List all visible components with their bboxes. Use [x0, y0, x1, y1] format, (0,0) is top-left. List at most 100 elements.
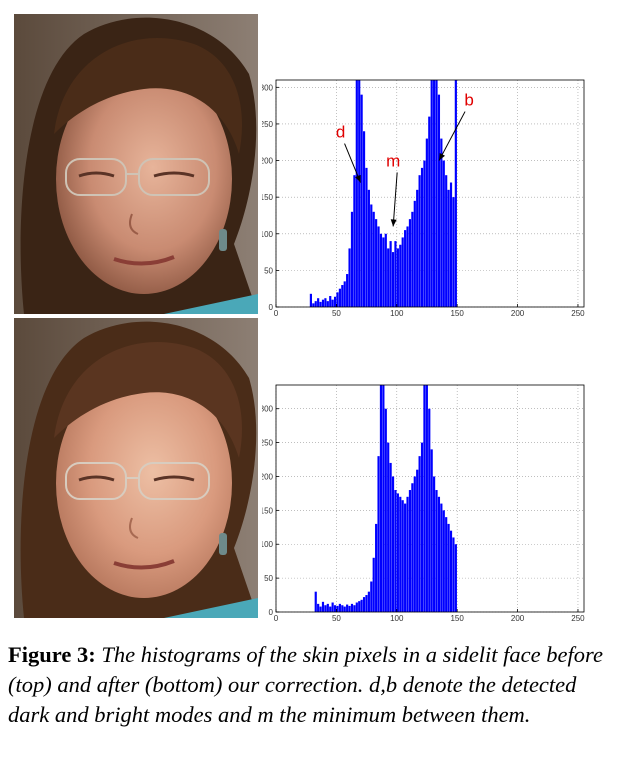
histogram-bar — [420, 167, 424, 307]
face-photo-after — [14, 318, 258, 618]
histogram-bar — [408, 219, 412, 307]
histogram-bar — [433, 80, 436, 307]
histogram-bar — [360, 599, 363, 612]
histogram-bar — [348, 248, 351, 307]
x-tick-label: 250 — [571, 614, 585, 621]
y-tick-label: 150 — [262, 506, 274, 515]
histogram-bar — [379, 385, 383, 612]
annotation-b: b — [464, 91, 473, 110]
histogram-bar — [423, 385, 426, 612]
histogram-bar — [367, 189, 370, 307]
histogram-bar — [406, 496, 409, 612]
histogram-bar — [389, 241, 392, 307]
x-tick-label: 0 — [274, 309, 279, 316]
histogram-bar — [389, 462, 392, 612]
histogram-bar — [454, 544, 457, 612]
histogram-bar — [433, 476, 436, 612]
histogram-bar — [449, 182, 453, 307]
y-tick-label: 100 — [262, 540, 274, 549]
figure-caption: Figure 3: The histograms of the skin pix… — [8, 640, 612, 730]
histogram-bar — [413, 476, 416, 612]
histogram-bar — [312, 303, 315, 307]
histogram-bar — [435, 80, 438, 307]
histogram-bar — [324, 298, 327, 307]
y-tick-label: 250 — [262, 120, 274, 129]
axes: 0 50 100 150 200 250 0 50 100 150 200 250 300 — [262, 384, 585, 621]
histogram-bar — [324, 605, 327, 612]
histogram-bar — [377, 456, 380, 612]
x-tick-label: 100 — [390, 309, 404, 316]
histogram-bar — [326, 301, 329, 307]
histogram-bar — [331, 602, 334, 612]
histogram-bar — [399, 244, 402, 307]
y-tick-label: 0 — [269, 303, 274, 312]
histogram-bar — [382, 385, 385, 612]
histogram-bar — [379, 233, 383, 307]
histogram-bar — [336, 292, 339, 307]
histogram-bar — [346, 604, 349, 612]
histogram-bar — [452, 537, 455, 612]
histogram-bar — [343, 281, 346, 307]
x-tick-label: 100 — [390, 614, 404, 621]
histogram-bar — [384, 233, 387, 307]
histogram-bar — [435, 490, 438, 612]
histogram-bar — [401, 500, 404, 612]
axes-frame — [275, 79, 585, 308]
figure-label: Figure 3: — [8, 642, 96, 667]
histogram-bar — [382, 237, 385, 307]
histogram-bar — [350, 603, 354, 612]
histogram-bar — [362, 597, 366, 612]
histogram-bar — [416, 189, 419, 307]
histogram-bar — [317, 298, 320, 307]
histogram-bar — [445, 175, 448, 307]
histogram-bar — [367, 591, 370, 612]
histogram-bar — [452, 197, 455, 307]
axes: 0 50 100 150 200 250 0 50 100 150 200 250 300 — [262, 79, 585, 316]
histogram-before: 0 50 100 150 200 250 0 50 100 150 200 250 300 d m b — [262, 79, 585, 316]
histogram-bar — [454, 80, 457, 307]
histogram-bar — [404, 503, 407, 612]
axes-frame — [275, 384, 585, 613]
y-tick-label: 0 — [269, 608, 274, 617]
face-photo-before — [14, 14, 258, 314]
histogram-bar — [423, 160, 426, 307]
y-tick-label: 200 — [262, 472, 274, 481]
histogram-bar — [404, 230, 407, 307]
histogram-bar — [387, 248, 390, 307]
histogram-bar — [442, 160, 445, 307]
histogram-bar — [425, 138, 428, 307]
histogram-bar — [341, 605, 344, 612]
histogram-bar — [336, 605, 339, 612]
mode-annotations: d m b — [336, 91, 474, 227]
histogram-bar — [425, 385, 428, 612]
histogram-bar — [375, 219, 378, 307]
x-tick-label: 50 — [332, 614, 341, 621]
y-tick-label: 150 — [262, 193, 274, 202]
arrow-head — [439, 152, 445, 161]
histogram-bar — [329, 296, 332, 307]
histogram-bar — [447, 523, 450, 612]
histogram-bar — [350, 211, 354, 307]
histogram-bar — [449, 530, 453, 612]
histogram-bar — [445, 517, 448, 612]
histogram-bar — [319, 301, 322, 307]
histogram-bar — [333, 296, 337, 307]
histogram-bar — [353, 605, 356, 612]
histogram-bar — [411, 483, 414, 612]
annotation-arrow — [438, 111, 466, 161]
histogram-bar — [430, 449, 433, 612]
histogram-bar — [372, 211, 375, 307]
histogram-bar — [314, 301, 317, 307]
histogram-bar — [442, 510, 445, 612]
histogram-bar — [343, 606, 346, 612]
histogram-bar — [394, 241, 397, 307]
caption-text: The histograms of the skin pixels in a s… — [8, 642, 603, 727]
histogram-bar — [406, 226, 409, 307]
histogram-bar — [428, 408, 431, 612]
y-tick-label: 50 — [264, 574, 273, 583]
annotation-arrow — [392, 172, 398, 227]
histogram-bar — [309, 293, 312, 307]
histogram-bar — [418, 456, 421, 612]
histogram-bar — [401, 237, 404, 307]
histogram-bar — [375, 523, 378, 612]
